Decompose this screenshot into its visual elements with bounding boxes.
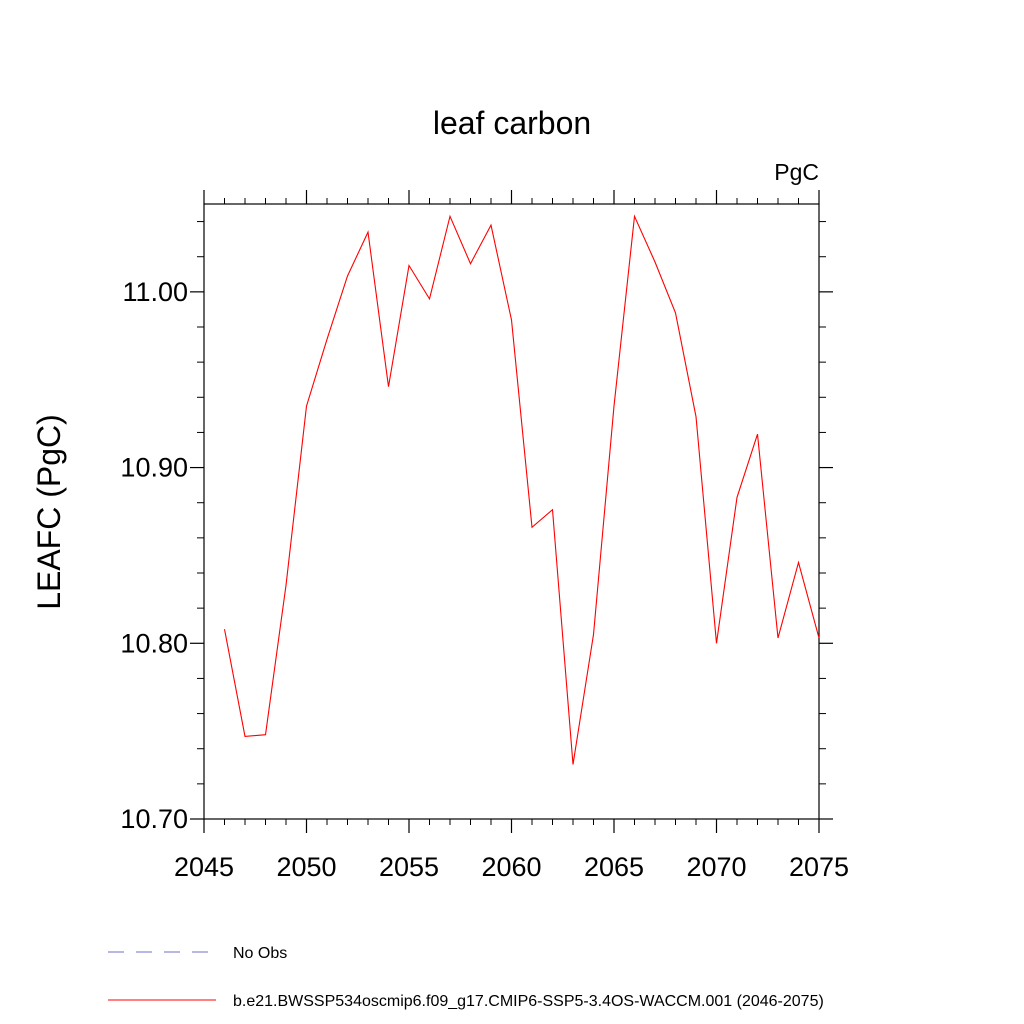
legend: No Obs b.e21.BWSSP534oscmip6.f09_g17.CMI…	[108, 945, 824, 1010]
units-label: PgC	[774, 159, 819, 185]
axis-ticks	[190, 190, 833, 833]
series-layer	[223, 214, 820, 765]
plot-frame	[203, 203, 820, 820]
x-tick-label: 2065	[584, 852, 644, 882]
x-tick-label: 2070	[686, 852, 746, 882]
legend-label-no-obs: No Obs	[233, 945, 287, 962]
chart-title: leaf carbon	[433, 105, 591, 141]
x-tick-label: 2045	[174, 852, 234, 882]
y-tick-label: 11.00	[122, 277, 188, 307]
series-line-0	[223, 214, 820, 765]
y-axis-label: LEAFC (PgC)	[31, 414, 67, 610]
legend-label-model-run: b.e21.BWSSP534oscmip6.f09_g17.CMIP6-SSP5…	[233, 993, 824, 1010]
x-tick-label: 2060	[481, 852, 541, 882]
x-tick-label: 2055	[379, 852, 439, 882]
x-tick-label: 2075	[789, 852, 849, 882]
y-tick-label: 10.80	[120, 628, 188, 658]
y-tick-label: 10.70	[120, 804, 188, 834]
axis-tick-labels: 2045 2050 2055 2060 2065 2070 2075 10.70 10.80 10…	[120, 277, 849, 882]
y-tick-label: 10.90	[120, 453, 188, 483]
x-tick-label: 2050	[276, 852, 336, 882]
